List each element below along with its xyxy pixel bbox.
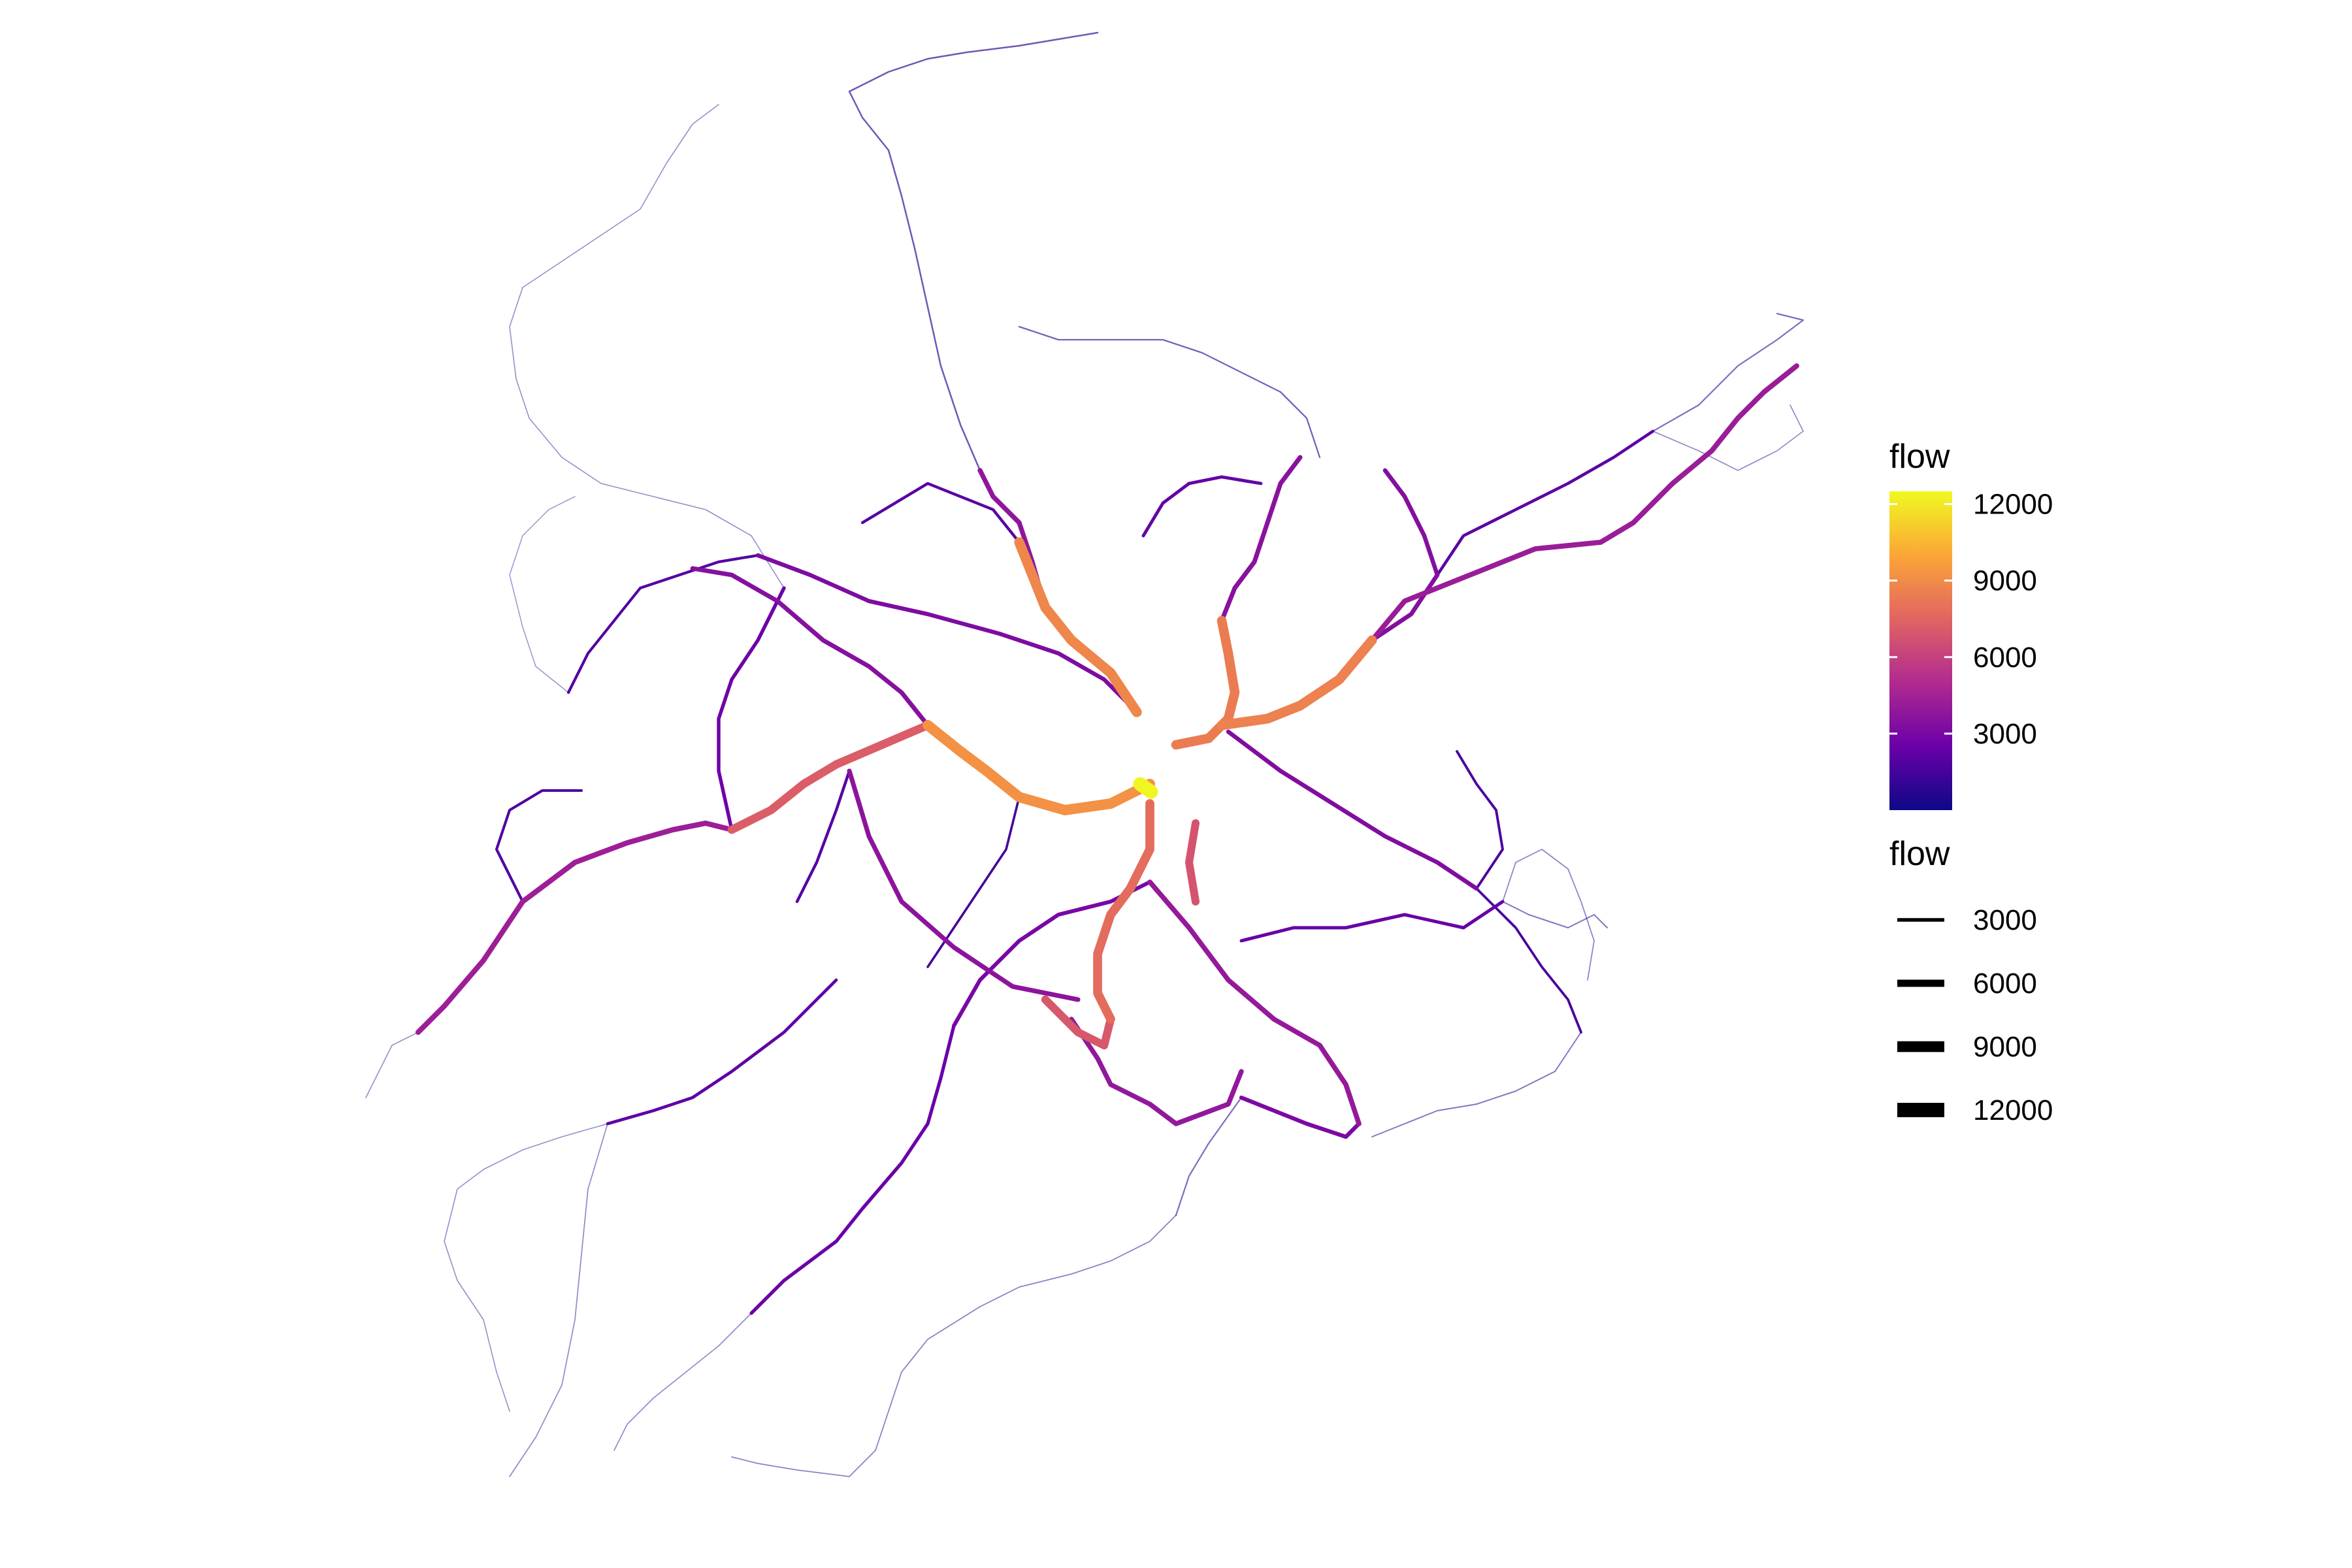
route-r14	[847, 768, 1081, 1002]
color-legend-title: flow	[1889, 438, 1950, 476]
route-r45	[444, 1123, 608, 1412]
route-r37	[1018, 325, 1321, 459]
route-r4	[727, 721, 932, 834]
route-r41	[1175, 1096, 1243, 1217]
color-tick-label: 6000	[1973, 642, 2037, 674]
route-r42	[731, 1215, 1177, 1477]
route-r49	[1652, 404, 1804, 471]
size-key-label: 9000	[1973, 1031, 2037, 1063]
route-r40	[1502, 901, 1608, 928]
route-r7	[1217, 635, 1377, 730]
route-r10	[1369, 363, 1799, 643]
route-r28	[860, 482, 1021, 544]
route-r12	[1147, 879, 1362, 1126]
route-r30	[566, 553, 760, 694]
route-r31	[495, 789, 583, 904]
route-r50	[1502, 849, 1595, 981]
route-r1	[1014, 537, 1142, 717]
route-r21	[1239, 1095, 1362, 1139]
route-r18	[755, 553, 1139, 715]
route-r16	[1219, 455, 1303, 623]
legend: flow 12000 9000 6000 3000 flow 3000 6000 9000…	[1889, 438, 2053, 1126]
route-r11	[415, 820, 735, 1036]
color-tick-label: 3000	[1973, 718, 2037, 750]
route-r38	[1652, 312, 1805, 433]
route-r20	[1226, 729, 1479, 891]
route-r22	[952, 880, 1152, 1028]
route-r3	[923, 720, 1155, 815]
route-r19	[1369, 468, 1440, 643]
route-r23	[717, 586, 786, 832]
route-r24	[749, 1024, 956, 1315]
route-r46	[365, 1032, 419, 1098]
size-legend-items: 3000 6000 9000 12000	[1897, 904, 2053, 1126]
size-key-label: 6000	[1973, 968, 2037, 1000]
route-r17	[690, 566, 930, 728]
route-r32	[1456, 750, 1504, 890]
route-r34	[795, 769, 851, 904]
route-r13	[1069, 1017, 1244, 1126]
color-tick-label: 12000	[1973, 489, 2053, 521]
color-legend-bar	[1889, 491, 1952, 810]
road-network	[365, 31, 1805, 1477]
route-r33	[1475, 887, 1582, 1034]
route-r9	[1133, 777, 1158, 799]
route-r25	[606, 978, 838, 1126]
route-r44	[509, 1123, 608, 1477]
color-tick-label: 9000	[1973, 565, 2037, 597]
route-r6	[1041, 995, 1115, 1050]
route-r39	[1371, 1032, 1582, 1137]
route-r5	[1093, 799, 1154, 1024]
route-r29	[1141, 475, 1263, 538]
route-r27	[1435, 429, 1655, 577]
size-legend-title: flow	[1889, 835, 1950, 873]
route-r48	[509, 104, 785, 589]
route-r8	[1184, 819, 1200, 906]
size-key-label: 12000	[1973, 1094, 2053, 1126]
route-r47	[509, 496, 576, 693]
route-r35	[926, 796, 1021, 968]
color-legend-ticks: 12000 9000 6000 3000	[1889, 489, 2053, 750]
route-r2	[1171, 615, 1240, 750]
size-key-label: 3000	[1973, 904, 2037, 936]
route-r36	[848, 31, 1099, 472]
route-r26	[1239, 900, 1505, 943]
route-r43	[613, 1313, 752, 1451]
